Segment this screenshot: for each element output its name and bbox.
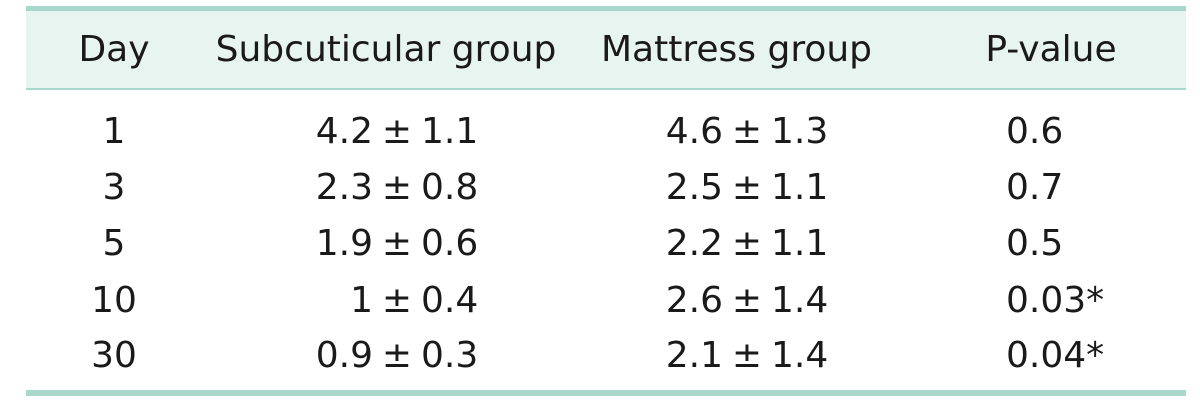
- subcuticular-sd: 0.6: [421, 223, 479, 264]
- mattress-sd: 1.4: [771, 335, 829, 376]
- cell-subcuticular: 1.9 ±0.6: [206, 222, 566, 266]
- cell-day: 3: [102, 167, 126, 208]
- plus-minus-symbol: ±: [381, 111, 413, 152]
- cell-mattress: 2.1 ±1.4: [601, 334, 871, 378]
- cell-day: 10: [91, 280, 137, 321]
- mattress-mean: 2.2: [665, 223, 723, 264]
- subcuticular-mean: 1: [350, 280, 373, 321]
- cell-p-value: 0.04*: [1006, 335, 1105, 376]
- plus-minus-symbol: ±: [731, 335, 763, 376]
- plus-minus-symbol: ±: [731, 280, 763, 321]
- plus-minus-symbol: ±: [381, 223, 413, 264]
- cell-subcuticular: 1 ±0.4: [206, 279, 566, 323]
- subcuticular-sd: 0.8: [421, 167, 479, 208]
- cell-mattress: 2.2 ±1.1: [601, 222, 871, 266]
- plus-minus-symbol: ±: [731, 111, 763, 152]
- header-mattress-group: Mattress group: [601, 29, 873, 70]
- table-top-rule: [26, 6, 1186, 11]
- cell-mattress: 4.6 ±1.3: [601, 110, 871, 154]
- cell-subcuticular: 0.9 ±0.3: [206, 334, 566, 378]
- cell-day: 30: [91, 335, 137, 376]
- cell-subcuticular: 2.3 ±0.8: [206, 166, 566, 210]
- table-bottom-rule: [26, 390, 1186, 396]
- subcuticular-mean: 1.9: [315, 223, 373, 264]
- subcuticular-sd: 0.4: [421, 280, 479, 321]
- table-header-rule: [26, 88, 1186, 90]
- plus-minus-symbol: ±: [731, 223, 763, 264]
- table-header-band: [26, 11, 1186, 88]
- cell-p-value: 0.6: [1006, 111, 1064, 152]
- subcuticular-sd: 1.1: [421, 111, 479, 152]
- subcuticular-mean: 4.2: [315, 111, 373, 152]
- subcuticular-mean: 2.3: [315, 167, 373, 208]
- cell-day: 1: [102, 111, 126, 152]
- mattress-sd: 1.1: [771, 167, 829, 208]
- mattress-sd: 1.3: [771, 111, 829, 152]
- plus-minus-symbol: ±: [381, 167, 413, 208]
- header-p-value: P-value: [985, 29, 1117, 70]
- cell-mattress: 2.6 ±1.4: [601, 279, 871, 323]
- mattress-mean: 4.6: [665, 111, 723, 152]
- cell-subcuticular: 4.2 ±1.1: [206, 110, 566, 154]
- subcuticular-sd: 0.3: [421, 335, 479, 376]
- cell-day: 5: [102, 223, 126, 264]
- cell-p-value: 0.7: [1006, 167, 1064, 208]
- subcuticular-mean: 0.9: [315, 335, 373, 376]
- mattress-sd: 1.1: [771, 223, 829, 264]
- cell-mattress: 2.5 ±1.1: [601, 166, 871, 210]
- header-subcuticular-group: Subcuticular group: [215, 29, 557, 70]
- mattress-sd: 1.4: [771, 280, 829, 321]
- plus-minus-symbol: ±: [381, 335, 413, 376]
- cell-p-value: 0.03*: [1006, 280, 1105, 321]
- header-day: Day: [78, 29, 150, 70]
- plus-minus-symbol: ±: [381, 280, 413, 321]
- cell-p-value: 0.5: [1006, 223, 1064, 264]
- plus-minus-symbol: ±: [731, 167, 763, 208]
- mattress-mean: 2.5: [665, 167, 723, 208]
- mattress-mean: 2.6: [665, 280, 723, 321]
- data-table: Day Subcuticular group Mattress group P-…: [26, 0, 1186, 407]
- mattress-mean: 2.1: [665, 335, 723, 376]
